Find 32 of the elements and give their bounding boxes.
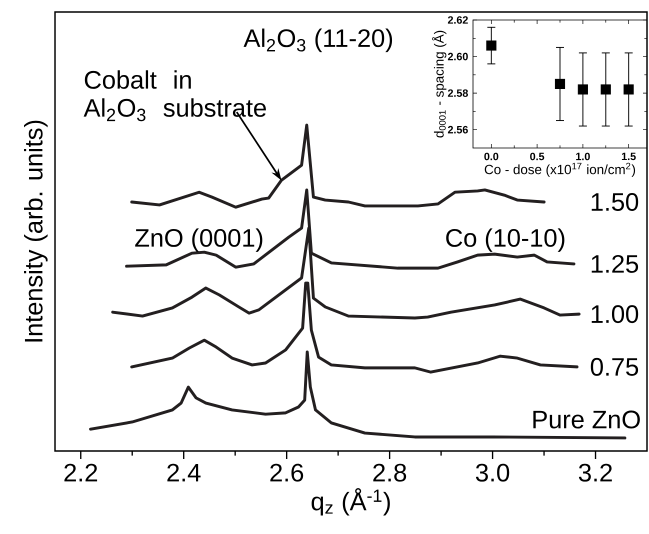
x-tick-label: 2.6 (270, 464, 304, 482)
x-tick-label: 3.0 (476, 464, 510, 482)
x-axis-title: Co - dose (x10$^{17}$ ion/cm$^{2}$) (484, 162, 636, 177)
x-tick-label: 2.4 (167, 464, 201, 482)
x-tick-label: 2.2 (64, 464, 98, 482)
x-tick-label: 0.0 (484, 152, 498, 160)
point (554, 78, 566, 90)
annotation: ZnO (0001) (135, 228, 262, 252)
x-tick-label: 1.0 (576, 152, 590, 160)
x-axis-title: q$_{z}$ (Å$^{-1}$) (312, 488, 390, 516)
series-label: Pure ZnO (533, 410, 640, 428)
x-tick-label: 0.5 (530, 152, 544, 160)
x-tick-label: 3.2 (578, 464, 612, 482)
x-tick-label: 1.5 (622, 152, 636, 160)
text: Al$_{2}$O$_{3}$ (11-20) (244, 28, 392, 52)
y-tick-label: 2.62 (448, 16, 468, 24)
point (600, 84, 611, 95)
point (624, 84, 634, 95)
y-tick-label: 2.58 (448, 89, 468, 97)
y-axis-title: d$_{0001}$ - spacing (Å) (432, 30, 446, 138)
series-label: 0.75 (590, 358, 638, 376)
y-tick-label: 2.56 (448, 126, 468, 134)
annotation: Co (10-10) (446, 228, 564, 252)
x-tick-label: 2.8 (373, 464, 406, 482)
y-axis-title: Intensity (arb. units) (24, 120, 48, 342)
point (578, 84, 588, 95)
series-label: 1.25 (592, 254, 638, 273)
series-label: 1.50 (592, 193, 638, 211)
series-label: 1.00 (592, 305, 638, 324)
point (486, 40, 496, 51)
annotation: Cobalt in Al$_{2}$O$_{3}$ substrate (84, 70, 266, 122)
y-tick-label: 2.60 (448, 52, 468, 60)
